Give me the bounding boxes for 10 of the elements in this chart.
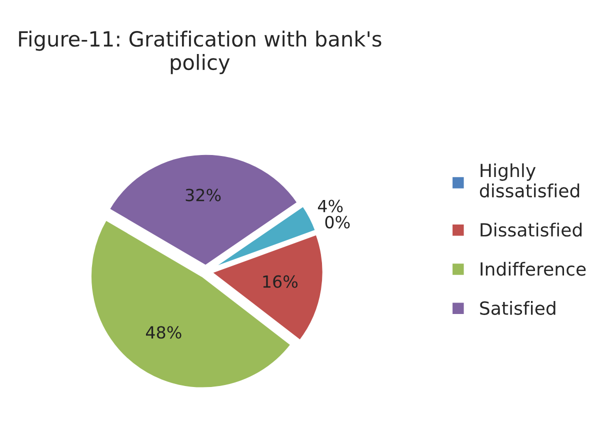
data-label: 32% [186, 188, 221, 202]
data-label: 4% [318, 200, 343, 212]
data-label: 48% [146, 326, 182, 339]
legend-label: Dissatisfied [480, 222, 582, 237]
text: 0% [325, 216, 350, 228]
legend-label: Highly dissatisfied [480, 163, 580, 198]
legend-label: Satisfied [480, 300, 556, 315]
data-label: 16% [263, 275, 298, 288]
legend-label: Indifference [480, 262, 586, 276]
chart-title: Figure-11: Gratification with bank's policy [19, 30, 382, 74]
